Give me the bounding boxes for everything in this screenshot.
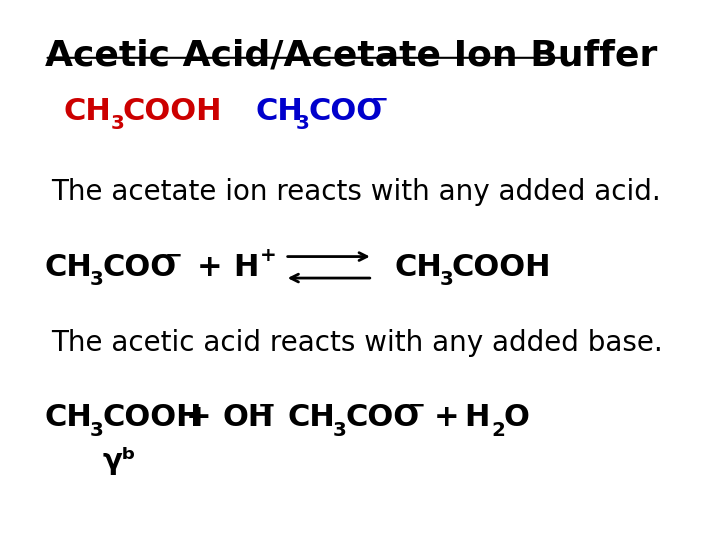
Text: −: − xyxy=(258,396,276,416)
Text: COOH: COOH xyxy=(122,97,222,126)
Text: COO: COO xyxy=(102,253,176,282)
Text: 3: 3 xyxy=(90,270,104,289)
Text: H: H xyxy=(464,403,490,432)
Text: CH: CH xyxy=(63,97,111,126)
Text: The acetate ion reacts with any added acid.: The acetate ion reacts with any added ac… xyxy=(51,178,661,206)
Text: CH: CH xyxy=(288,403,336,432)
Text: +: + xyxy=(186,403,212,432)
Text: COO: COO xyxy=(308,97,382,126)
Text: −: − xyxy=(371,90,389,110)
Text: CH: CH xyxy=(395,253,442,282)
Text: OH: OH xyxy=(223,403,274,432)
Text: CH: CH xyxy=(45,253,92,282)
Text: 3: 3 xyxy=(90,421,104,440)
Text: H: H xyxy=(233,253,258,282)
Text: 3: 3 xyxy=(110,114,124,133)
Text: The acetic acid reacts with any added base.: The acetic acid reacts with any added ba… xyxy=(51,328,662,356)
Text: +: + xyxy=(260,246,276,265)
Text: 3: 3 xyxy=(333,421,347,440)
Text: COOH: COOH xyxy=(102,403,202,432)
Text: −: − xyxy=(165,246,183,266)
Text: +: + xyxy=(197,253,222,282)
Text: +: + xyxy=(433,403,459,432)
Text: Acetic Acid/Acetate Ion Buffer: Acetic Acid/Acetate Ion Buffer xyxy=(45,39,657,73)
Text: CH: CH xyxy=(255,97,303,126)
Text: γᵇ: γᵇ xyxy=(102,447,136,475)
Text: COOH: COOH xyxy=(452,253,552,282)
Text: 3: 3 xyxy=(296,114,310,133)
Text: O: O xyxy=(503,403,529,432)
Text: −: − xyxy=(408,396,426,416)
Text: CH: CH xyxy=(45,403,92,432)
Text: 3: 3 xyxy=(439,270,454,289)
Text: 2: 2 xyxy=(492,421,505,440)
Text: COO: COO xyxy=(346,403,420,432)
